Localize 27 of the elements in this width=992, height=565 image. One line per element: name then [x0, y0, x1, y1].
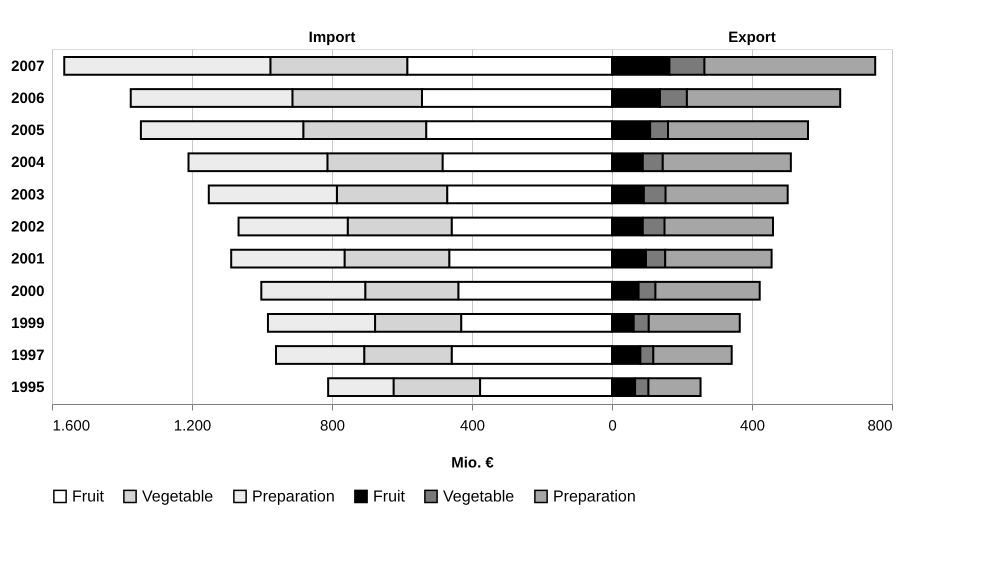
y-tick-label: 2000: [11, 282, 44, 300]
y-tick-label: 1995: [11, 379, 44, 396]
legend-label: Preparation: [553, 488, 636, 506]
x-tick-label: 800: [867, 418, 892, 434]
y-tick-label: 2004: [11, 154, 46, 172]
legend-label: Preparation: [252, 488, 335, 506]
text: Export: [728, 29, 776, 46]
legend-label: Fruit: [72, 488, 105, 506]
y-tick-label: 2006: [11, 90, 44, 107]
y-tick-label: 2002: [11, 218, 44, 236]
legend-label: Fruit: [373, 488, 406, 506]
x-tick-label: 800: [320, 418, 346, 434]
legend-label: Vegetable: [443, 488, 514, 506]
y-tick-label: 2005: [11, 122, 44, 140]
x-tick-label: 1.600: [52, 418, 90, 434]
x-tick-label: 0: [608, 418, 617, 434]
text: Import: [308, 29, 356, 46]
x-axis-title: Mio. €: [451, 454, 494, 472]
y-tick-label: 2003: [11, 186, 44, 204]
y-tick-label: 1999: [11, 314, 44, 332]
x-tick-label: 400: [460, 418, 486, 434]
x-tick-label: 1.200: [174, 418, 212, 434]
legend-label: Vegetable: [142, 488, 214, 506]
y-tick-label: 2007: [11, 58, 44, 75]
y-tick-label: 1997: [11, 347, 44, 364]
x-tick-label: 400: [740, 418, 766, 434]
y-tick-label: 2001: [11, 250, 44, 268]
